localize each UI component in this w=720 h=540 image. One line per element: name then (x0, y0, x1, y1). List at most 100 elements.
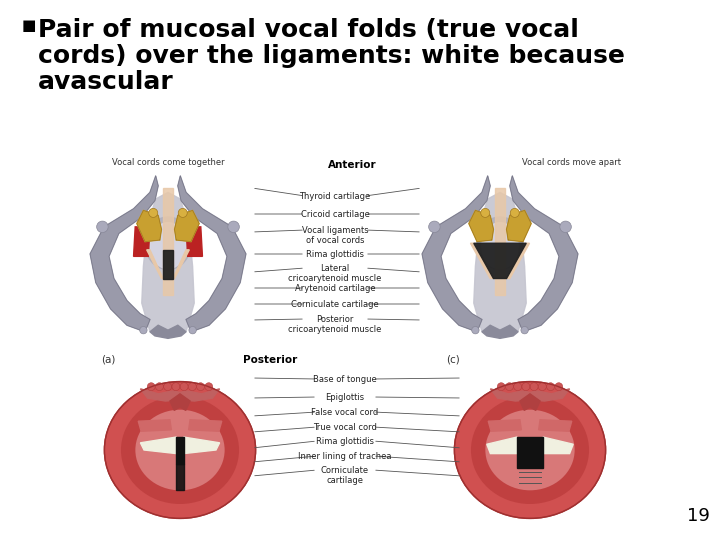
Text: Epiglottis: Epiglottis (325, 393, 364, 402)
Circle shape (560, 221, 572, 233)
Polygon shape (495, 188, 505, 295)
Circle shape (205, 383, 213, 390)
Polygon shape (539, 420, 572, 431)
Circle shape (522, 383, 530, 390)
Ellipse shape (104, 382, 256, 518)
Circle shape (140, 327, 147, 334)
Ellipse shape (471, 396, 589, 504)
Polygon shape (186, 227, 202, 256)
Text: Corniculate
cartilage: Corniculate cartilage (321, 466, 369, 485)
Circle shape (96, 221, 108, 233)
Ellipse shape (135, 410, 225, 490)
Circle shape (172, 383, 180, 390)
Polygon shape (490, 389, 570, 401)
Text: Posterior: Posterior (243, 355, 297, 365)
Polygon shape (422, 176, 490, 332)
Polygon shape (541, 437, 573, 454)
Polygon shape (134, 227, 150, 256)
Polygon shape (520, 394, 540, 410)
Polygon shape (170, 394, 190, 410)
Text: False vocal cord: False vocal cord (311, 408, 379, 417)
Text: Vocal cords move apart: Vocal cords move apart (523, 158, 621, 167)
Polygon shape (173, 250, 189, 279)
Polygon shape (142, 192, 194, 332)
Circle shape (546, 383, 554, 390)
Polygon shape (150, 325, 186, 339)
Circle shape (539, 383, 546, 390)
Polygon shape (163, 250, 173, 279)
Polygon shape (147, 250, 163, 279)
Circle shape (179, 208, 187, 218)
Polygon shape (140, 389, 220, 401)
Circle shape (481, 208, 490, 218)
Circle shape (530, 383, 538, 390)
Circle shape (498, 383, 505, 390)
Circle shape (189, 327, 197, 334)
Polygon shape (510, 176, 578, 332)
Ellipse shape (121, 396, 239, 504)
Text: ■: ■ (22, 18, 37, 33)
Text: Anterior: Anterior (328, 160, 377, 170)
Polygon shape (140, 437, 176, 454)
Polygon shape (163, 188, 173, 295)
Circle shape (197, 383, 204, 390)
Polygon shape (487, 437, 518, 454)
Circle shape (555, 383, 563, 390)
Text: True vocal cord: True vocal cord (313, 423, 377, 432)
Circle shape (147, 383, 156, 390)
Text: Rima glottidis: Rima glottidis (306, 250, 364, 259)
Circle shape (163, 383, 171, 390)
Text: Inner lining of trachea: Inner lining of trachea (298, 452, 392, 461)
Polygon shape (150, 222, 186, 269)
Polygon shape (477, 217, 523, 269)
Polygon shape (469, 211, 493, 241)
Circle shape (228, 221, 239, 233)
Circle shape (505, 383, 513, 390)
Polygon shape (137, 211, 161, 241)
Polygon shape (145, 217, 191, 269)
Text: 19: 19 (687, 507, 710, 525)
Polygon shape (470, 243, 493, 279)
Text: Rima glottidis: Rima glottidis (316, 437, 374, 446)
Polygon shape (138, 420, 171, 431)
Circle shape (428, 221, 440, 233)
Polygon shape (474, 192, 526, 332)
Circle shape (149, 208, 158, 218)
Polygon shape (482, 325, 518, 339)
Polygon shape (507, 211, 531, 241)
Circle shape (156, 383, 163, 390)
Circle shape (510, 208, 519, 218)
Text: (c): (c) (446, 355, 460, 365)
Circle shape (521, 327, 528, 334)
Circle shape (180, 383, 188, 390)
Polygon shape (184, 437, 220, 454)
Polygon shape (176, 464, 184, 490)
Text: cords) over the ligaments: white because: cords) over the ligaments: white because (38, 44, 625, 68)
Text: Arytenoid cartilage: Arytenoid cartilage (294, 284, 375, 293)
Polygon shape (90, 176, 158, 332)
Circle shape (189, 383, 197, 390)
Text: avascular: avascular (38, 70, 174, 94)
Polygon shape (178, 176, 246, 332)
Text: Base of tongue: Base of tongue (313, 375, 377, 384)
Text: Thyroid cartilage: Thyroid cartilage (300, 192, 371, 201)
Polygon shape (474, 243, 526, 279)
Polygon shape (482, 222, 518, 269)
Text: Pair of mucosal vocal folds (true vocal: Pair of mucosal vocal folds (true vocal (38, 18, 579, 42)
Text: Posterior
cricoarytenoid muscle: Posterior cricoarytenoid muscle (288, 315, 382, 334)
Text: (a): (a) (101, 355, 115, 365)
Polygon shape (488, 420, 521, 431)
Polygon shape (176, 437, 184, 464)
Text: Vocal cords come together: Vocal cords come together (112, 158, 225, 167)
Text: Corniculate cartilage: Corniculate cartilage (291, 300, 379, 309)
Text: Cricoid cartilage: Cricoid cartilage (300, 210, 369, 219)
Polygon shape (189, 420, 222, 431)
Polygon shape (507, 243, 529, 279)
Text: Lateral
cricoarytenoid muscle: Lateral cricoarytenoid muscle (288, 264, 382, 284)
Text: Vocal ligaments
of vocal cords: Vocal ligaments of vocal cords (302, 226, 369, 245)
Ellipse shape (454, 382, 606, 518)
Polygon shape (517, 437, 543, 468)
Ellipse shape (485, 410, 575, 490)
Polygon shape (174, 211, 199, 241)
Circle shape (472, 327, 479, 334)
